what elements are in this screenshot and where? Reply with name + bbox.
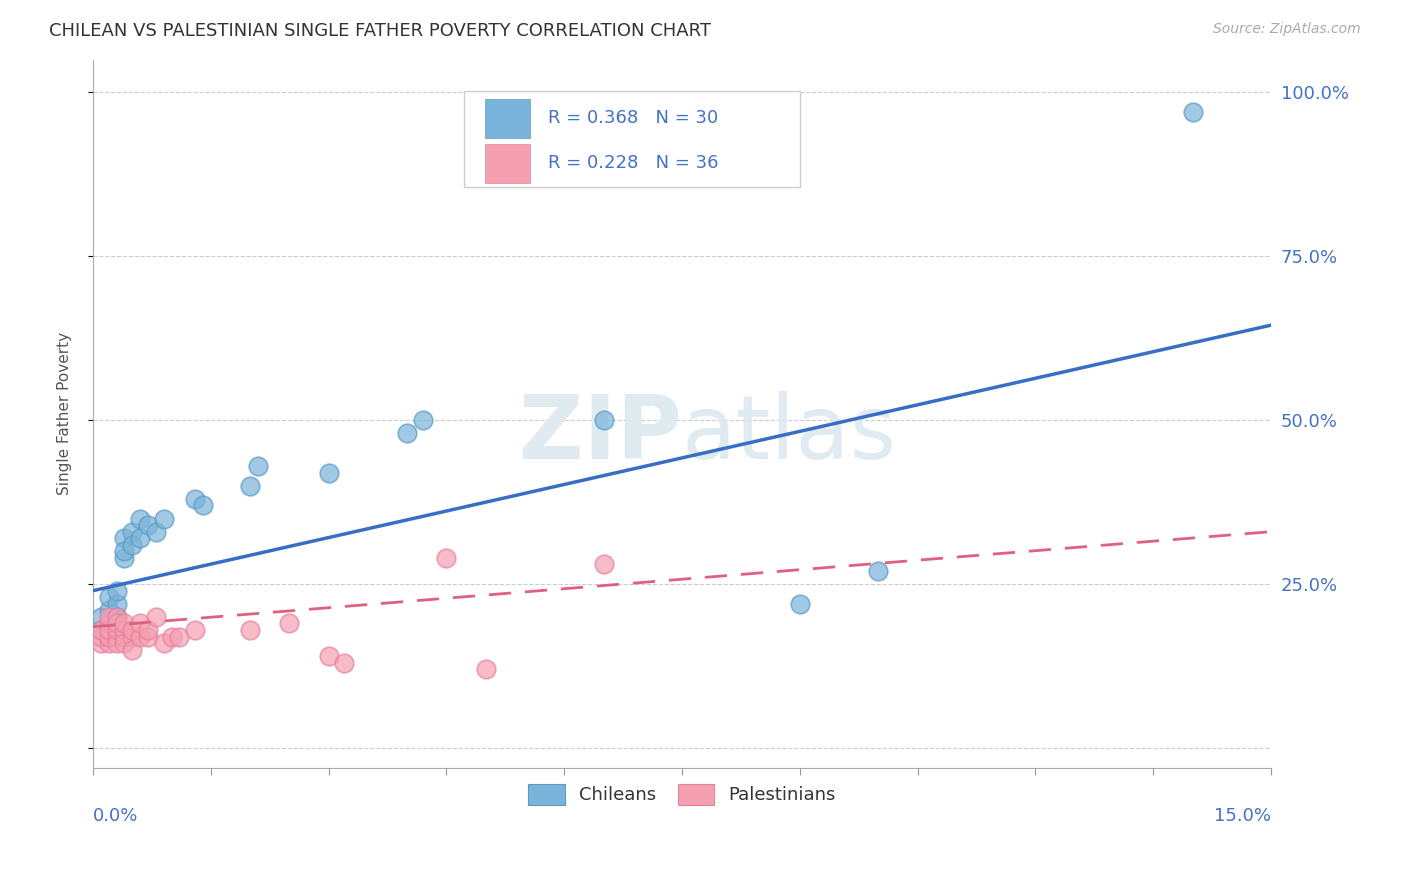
Text: R = 0.368   N = 30: R = 0.368 N = 30	[548, 109, 718, 128]
Point	[97, 616, 120, 631]
Point	[169, 630, 191, 644]
Point	[97, 603, 120, 617]
Point	[112, 550, 135, 565]
Point	[121, 630, 143, 644]
Text: atlas: atlas	[682, 392, 897, 478]
Point	[246, 459, 269, 474]
Point	[592, 558, 614, 572]
Point	[412, 413, 434, 427]
Point	[121, 642, 143, 657]
Point	[592, 413, 614, 427]
Point	[239, 623, 262, 637]
Point	[112, 630, 135, 644]
Point	[160, 630, 183, 644]
Text: 15.0%: 15.0%	[1215, 806, 1271, 824]
Point	[789, 597, 811, 611]
Point	[105, 623, 128, 637]
Legend: Chileans, Palestinians: Chileans, Palestinians	[522, 776, 844, 812]
Point	[145, 524, 167, 539]
Point	[129, 630, 152, 644]
Point	[318, 649, 340, 664]
Point	[105, 616, 128, 631]
Point	[97, 616, 120, 631]
Point	[97, 610, 120, 624]
FancyBboxPatch shape	[464, 92, 800, 187]
Text: CHILEAN VS PALESTINIAN SINGLE FATHER POVERTY CORRELATION CHART: CHILEAN VS PALESTINIAN SINGLE FATHER POV…	[49, 22, 711, 40]
Y-axis label: Single Father Poverty: Single Father Poverty	[58, 332, 72, 495]
Text: Source: ZipAtlas.com: Source: ZipAtlas.com	[1213, 22, 1361, 37]
Point	[152, 636, 174, 650]
Point	[97, 630, 120, 644]
Point	[121, 524, 143, 539]
Text: R = 0.228   N = 36: R = 0.228 N = 36	[548, 154, 718, 172]
Point	[90, 623, 112, 637]
FancyBboxPatch shape	[485, 99, 530, 137]
Point	[474, 662, 496, 676]
Point	[278, 616, 301, 631]
Point	[121, 538, 143, 552]
Point	[129, 511, 152, 525]
Point	[868, 564, 890, 578]
FancyBboxPatch shape	[485, 144, 530, 183]
Point	[105, 583, 128, 598]
Point	[105, 630, 128, 644]
Point	[90, 610, 112, 624]
Point	[145, 610, 167, 624]
Point	[152, 511, 174, 525]
Point	[105, 597, 128, 611]
Point	[97, 591, 120, 605]
Point	[97, 636, 120, 650]
Point	[112, 544, 135, 558]
Point	[112, 531, 135, 545]
Point	[239, 479, 262, 493]
Point	[136, 630, 159, 644]
Point	[396, 426, 419, 441]
Point	[129, 616, 152, 631]
Point	[129, 531, 152, 545]
Point	[105, 636, 128, 650]
Point	[105, 610, 128, 624]
Text: 0.0%: 0.0%	[93, 806, 138, 824]
Point	[436, 550, 458, 565]
Point	[318, 466, 340, 480]
Point	[112, 616, 135, 631]
Point	[121, 623, 143, 637]
Point	[97, 623, 120, 637]
Point	[112, 623, 135, 637]
Point	[184, 623, 207, 637]
Point	[191, 499, 214, 513]
Point	[90, 623, 112, 637]
Point	[333, 656, 356, 670]
Point	[1181, 105, 1204, 120]
Point	[136, 623, 159, 637]
Point	[112, 636, 135, 650]
Point	[105, 610, 128, 624]
Point	[184, 491, 207, 506]
Point	[90, 636, 112, 650]
Point	[136, 518, 159, 533]
Point	[97, 630, 120, 644]
Point	[90, 630, 112, 644]
Text: ZIP: ZIP	[519, 392, 682, 478]
